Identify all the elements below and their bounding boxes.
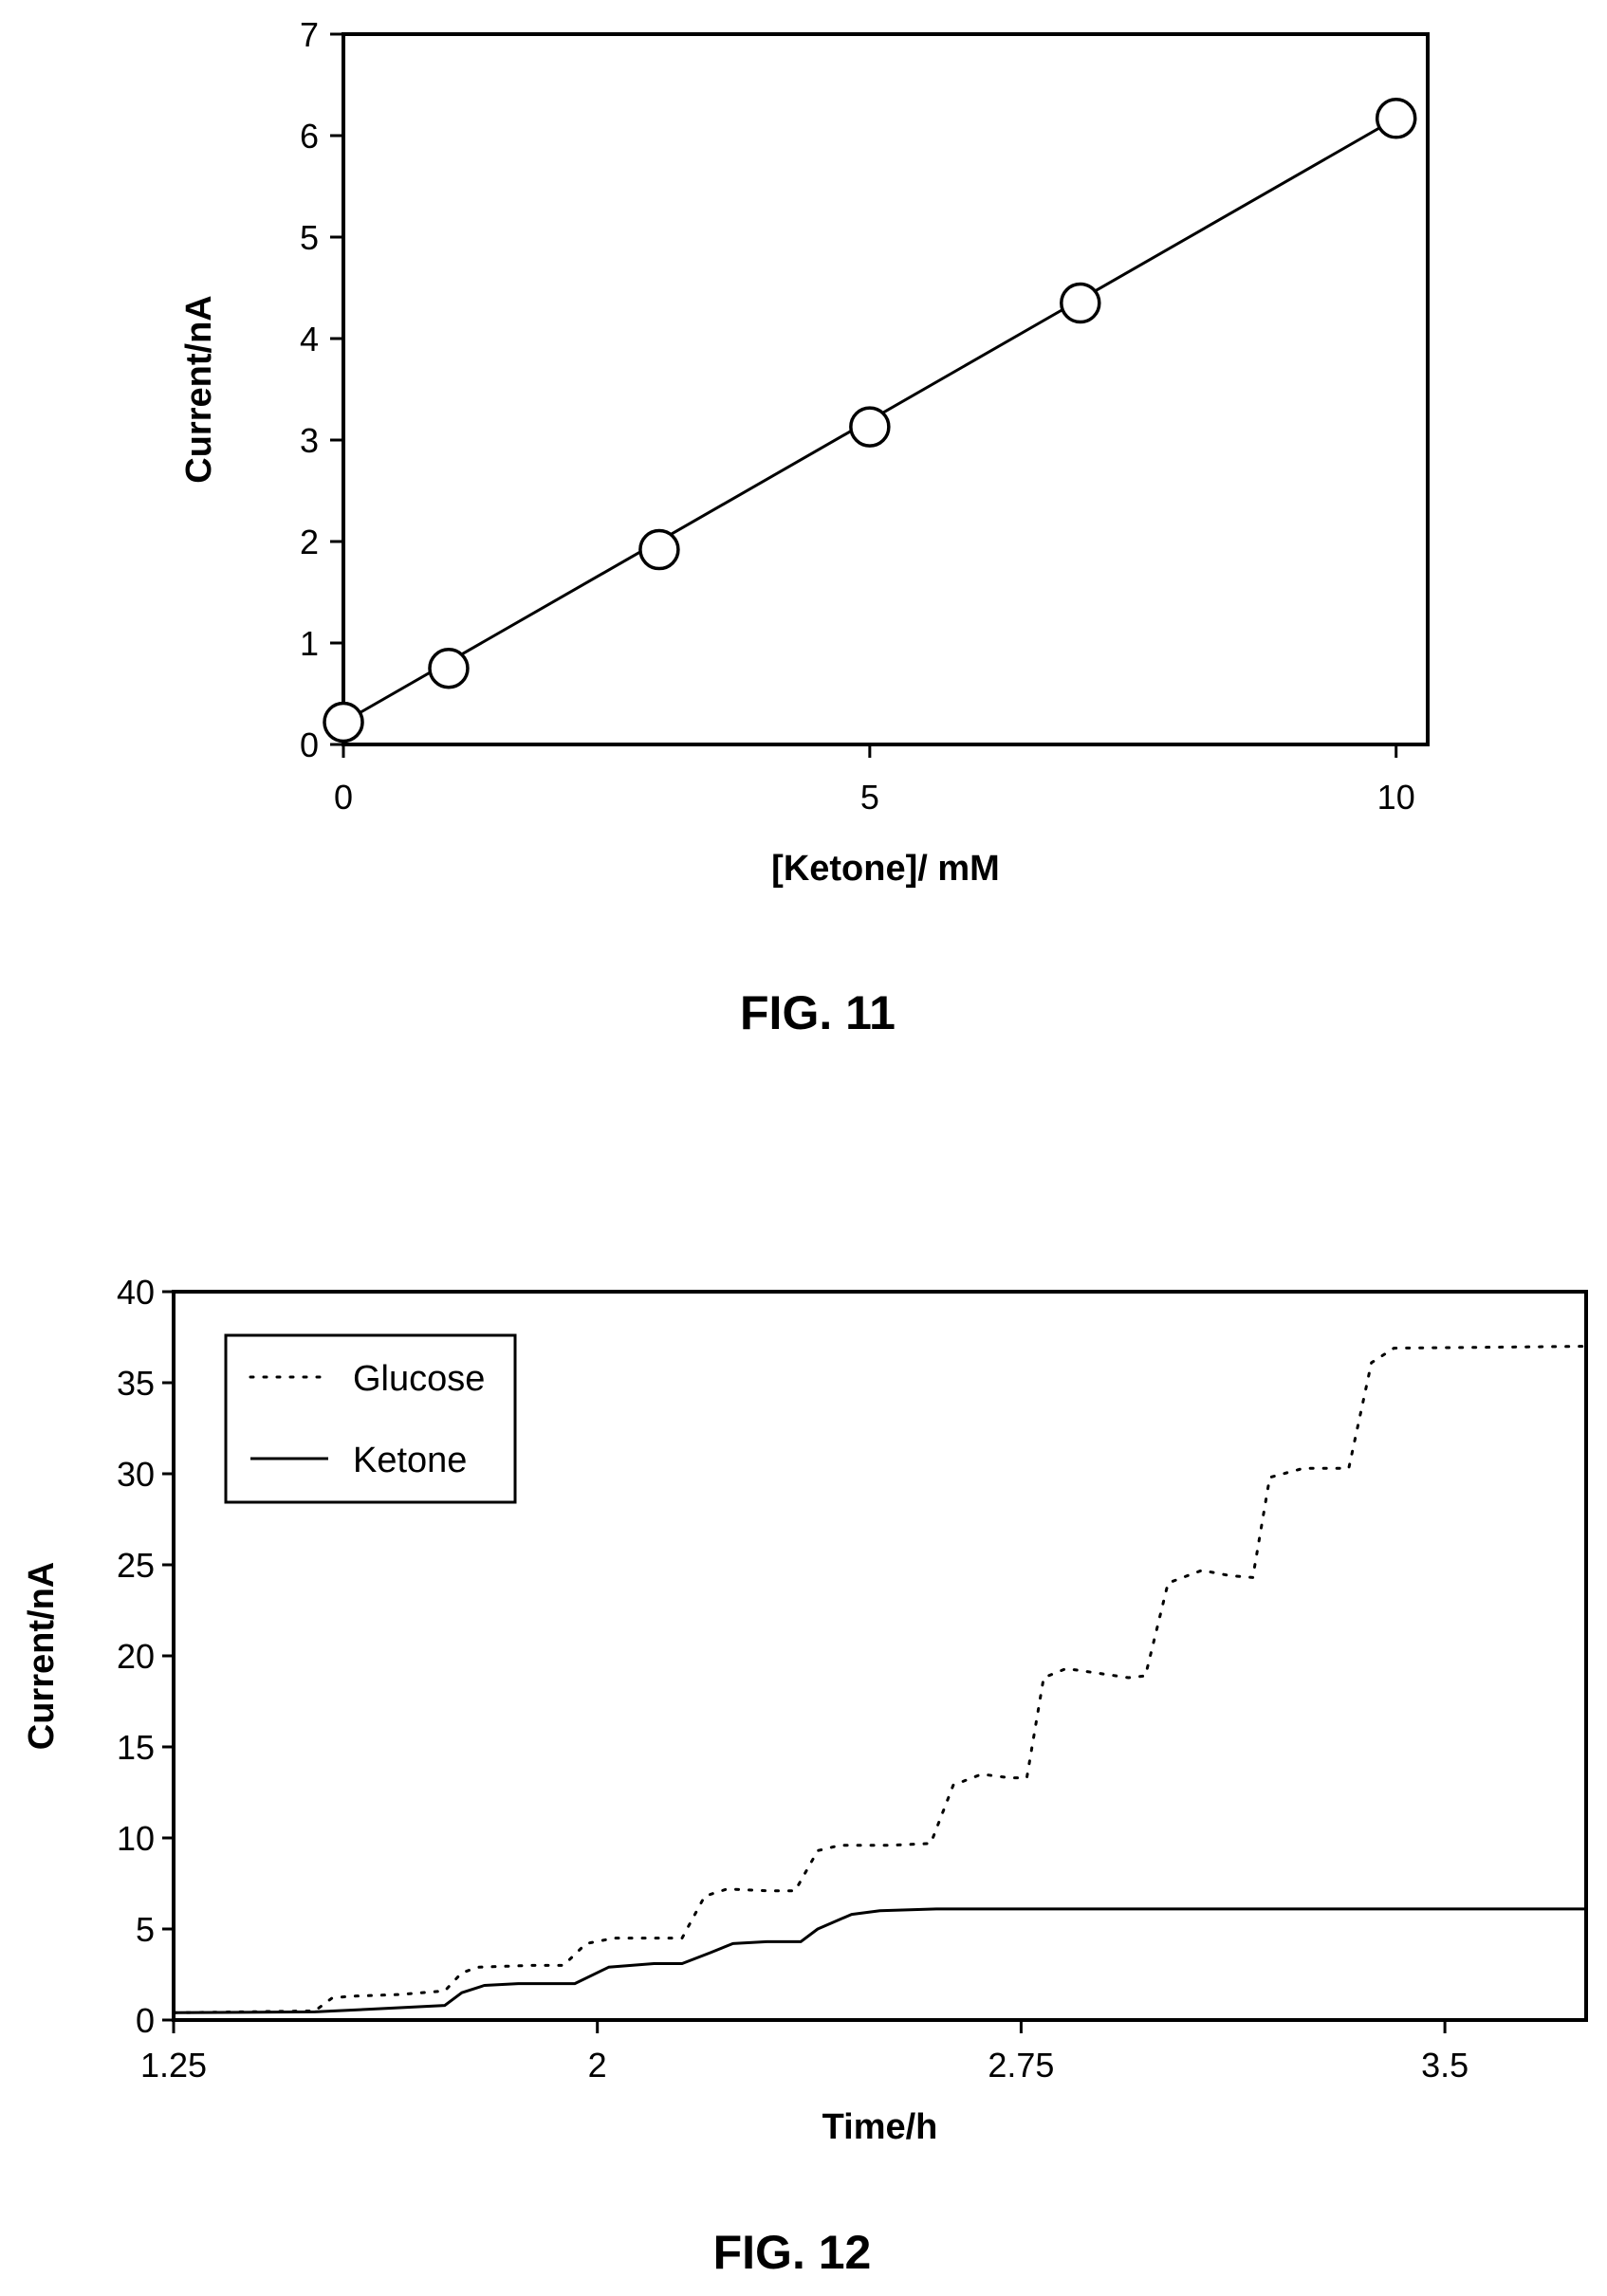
fig12-x-tick-label: 2.75 — [988, 2046, 1054, 2085]
fig12-legend: Glucose Ketone — [224, 1333, 517, 1504]
fig12-x-tick-label: 1.25 — [140, 2046, 207, 2085]
fig11-data-point — [638, 528, 680, 571]
fig12-y-tick-label: 40 — [117, 1273, 155, 1312]
fig11-data-point — [323, 701, 364, 744]
fig12-y-tick-label: 25 — [117, 1546, 155, 1585]
fig12-y-tick-label: 5 — [136, 1910, 155, 1949]
fig12-y-tick-label: 0 — [136, 2001, 155, 2040]
fig11-x-tick-label: 5 — [860, 778, 879, 817]
fig11-y-tick-label: 7 — [300, 15, 319, 54]
fig11-y-tick-label: 5 — [300, 218, 319, 257]
fig11-data-point — [1060, 282, 1101, 324]
fig12-y-tick-label: 30 — [117, 1455, 155, 1494]
fig11-y-tick-label: 1 — [300, 624, 319, 663]
fig12-series-ketone-line — [173, 1907, 1586, 2014]
fig11-x-axis-label: [Ketone]/ mM — [771, 849, 1000, 889]
fig11-plot-frame — [342, 32, 1430, 746]
fig12-y-tick-label: 10 — [117, 1819, 155, 1858]
fig11-x-tick-label: 10 — [1377, 778, 1415, 817]
fig11-y-tick-label: 3 — [300, 421, 319, 460]
fig11-y-tick-label: 4 — [300, 320, 319, 358]
fig12-caption: FIG. 12 — [713, 2226, 872, 2279]
fig11-y-tick-label: 0 — [300, 726, 319, 764]
fig12-y-tick-label: 20 — [117, 1637, 155, 1676]
fig11-data-point — [1375, 98, 1417, 139]
fig12-x-tick-label: 3.5 — [1421, 2046, 1468, 2085]
fig12-series-glucose-line — [172, 1345, 1588, 2014]
fig11-y-tick-label: 2 — [300, 523, 319, 561]
fig12-x-axis-label: Time/h — [822, 2107, 938, 2147]
fig12-x-tick-label: 2 — [588, 2046, 607, 2085]
fig12-legend-label-glucose: Glucose — [353, 1359, 485, 1399]
fig12-legend-label-ketone: Ketone — [353, 1441, 467, 1480]
fig11-data-point — [428, 648, 470, 689]
fig11-x-tick-label: 0 — [334, 778, 353, 817]
fig11-caption: FIG. 11 — [740, 986, 896, 1039]
fig11-chart: 0 1 2 3 4 5 6 7 0 5 10 [Ketone]/ mM Current/nA FIG. 1… — [179, 15, 1430, 1039]
fig11-y-axis-label: Current/nA — [179, 295, 219, 483]
fig12-y-tick-label: 15 — [117, 1728, 155, 1767]
fig12-legend-box — [224, 1333, 517, 1504]
fig12-y-tick-label: 35 — [117, 1364, 155, 1403]
fig11-data-point — [849, 406, 891, 448]
fig12-y-axis-label: Current/nA — [22, 1562, 62, 1750]
fig11-y-tick-label: 6 — [300, 117, 319, 156]
fig12-chart: 0 5 10 15 20 25 30 35 40 1.25 2 2.75 3.5 Glucose Keton… — [22, 1273, 1588, 2279]
